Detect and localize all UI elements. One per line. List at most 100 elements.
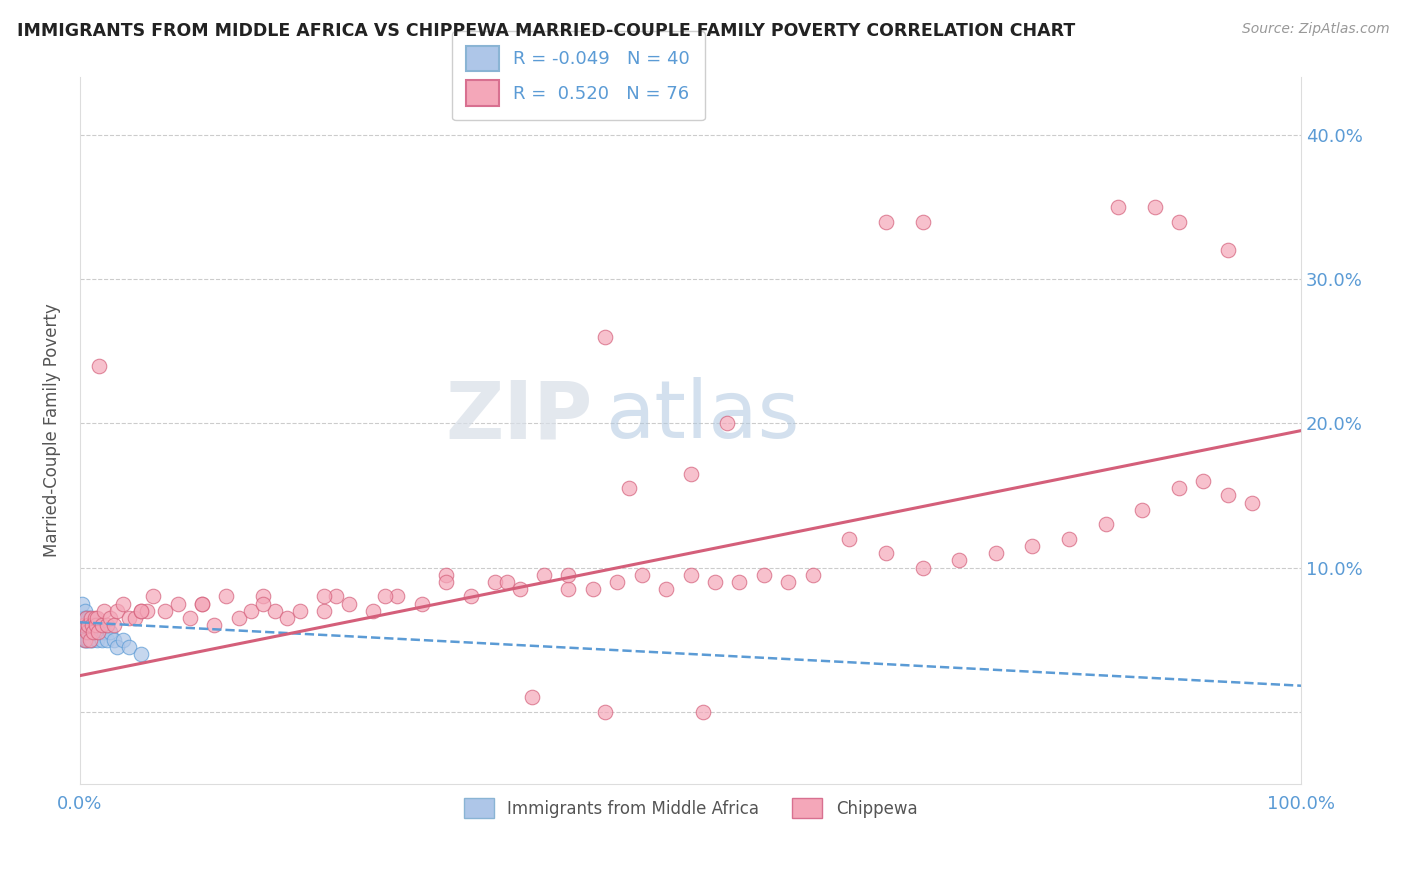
Point <box>75 618 97 632</box>
Point <box>191 597 214 611</box>
Point <box>606 574 628 589</box>
Point <box>984 546 1007 560</box>
Point <box>75 611 97 625</box>
Point <box>288 604 311 618</box>
Point <box>129 647 152 661</box>
Point <box>76 625 98 640</box>
Point <box>374 590 396 604</box>
Point <box>73 618 96 632</box>
Point <box>93 604 115 618</box>
Point <box>76 618 98 632</box>
Point <box>75 632 97 647</box>
Point <box>314 604 336 618</box>
Point <box>155 604 177 618</box>
Point <box>79 611 101 625</box>
Point <box>80 618 103 632</box>
Point <box>75 611 97 625</box>
Point <box>1143 200 1166 214</box>
Point <box>228 611 250 625</box>
Point <box>460 590 482 604</box>
Point <box>79 625 101 640</box>
Point <box>86 632 108 647</box>
Point <box>434 567 457 582</box>
Point <box>411 597 433 611</box>
Point <box>520 690 543 705</box>
Point <box>387 590 409 604</box>
Point <box>105 604 128 618</box>
Point <box>593 705 616 719</box>
Point <box>75 625 97 640</box>
Point <box>72 611 94 625</box>
Point <box>96 618 118 632</box>
Point <box>1132 503 1154 517</box>
Point <box>1168 481 1191 495</box>
Point <box>728 574 751 589</box>
Point <box>90 618 112 632</box>
Point <box>87 625 110 640</box>
Point <box>557 582 579 596</box>
Point <box>202 618 225 632</box>
Point <box>716 417 738 431</box>
Point <box>252 590 274 604</box>
Point <box>80 632 103 647</box>
Point <box>361 604 384 618</box>
Text: Source: ZipAtlas.com: Source: ZipAtlas.com <box>1241 22 1389 37</box>
Point <box>557 567 579 582</box>
Point <box>264 604 287 618</box>
Point <box>77 632 100 647</box>
Point <box>703 574 725 589</box>
Point <box>434 574 457 589</box>
Point <box>105 640 128 654</box>
Point <box>111 632 134 647</box>
Point <box>72 597 94 611</box>
Point <box>90 632 112 647</box>
Point <box>82 625 104 640</box>
Point <box>1057 532 1080 546</box>
Point <box>73 604 96 618</box>
Point <box>484 574 506 589</box>
Point <box>118 611 141 625</box>
Point <box>103 618 125 632</box>
Point <box>337 597 360 611</box>
Point <box>948 553 970 567</box>
Point <box>655 582 678 596</box>
Point <box>96 632 118 647</box>
Point <box>93 625 115 640</box>
Point <box>1021 539 1043 553</box>
Point <box>875 546 897 560</box>
Text: IMMIGRANTS FROM MIDDLE AFRICA VS CHIPPEWA MARRIED-COUPLE FAMILY POVERTY CORRELAT: IMMIGRANTS FROM MIDDLE AFRICA VS CHIPPEW… <box>17 22 1076 40</box>
Point <box>72 625 94 640</box>
Point <box>142 590 165 604</box>
Point <box>619 481 641 495</box>
Point <box>215 590 238 604</box>
Point <box>72 632 94 647</box>
Point <box>89 359 111 373</box>
Point <box>136 604 159 618</box>
Point <box>911 560 934 574</box>
Point <box>692 705 714 719</box>
Point <box>76 632 98 647</box>
Text: atlas: atlas <box>605 377 800 456</box>
Point <box>496 574 519 589</box>
Point <box>87 625 110 640</box>
Point <box>679 567 702 582</box>
Point <box>111 597 134 611</box>
Point <box>1216 244 1239 258</box>
Point <box>1168 214 1191 228</box>
Point <box>103 632 125 647</box>
Point <box>77 625 100 640</box>
Point <box>80 632 103 647</box>
Point <box>86 611 108 625</box>
Point <box>191 597 214 611</box>
Point <box>314 590 336 604</box>
Point <box>1192 474 1215 488</box>
Point <box>80 625 103 640</box>
Point <box>276 611 298 625</box>
Point <box>129 604 152 618</box>
Point <box>239 604 262 618</box>
Point <box>593 330 616 344</box>
Point <box>72 618 94 632</box>
Point <box>73 632 96 647</box>
Point <box>1107 200 1129 214</box>
Point <box>129 604 152 618</box>
